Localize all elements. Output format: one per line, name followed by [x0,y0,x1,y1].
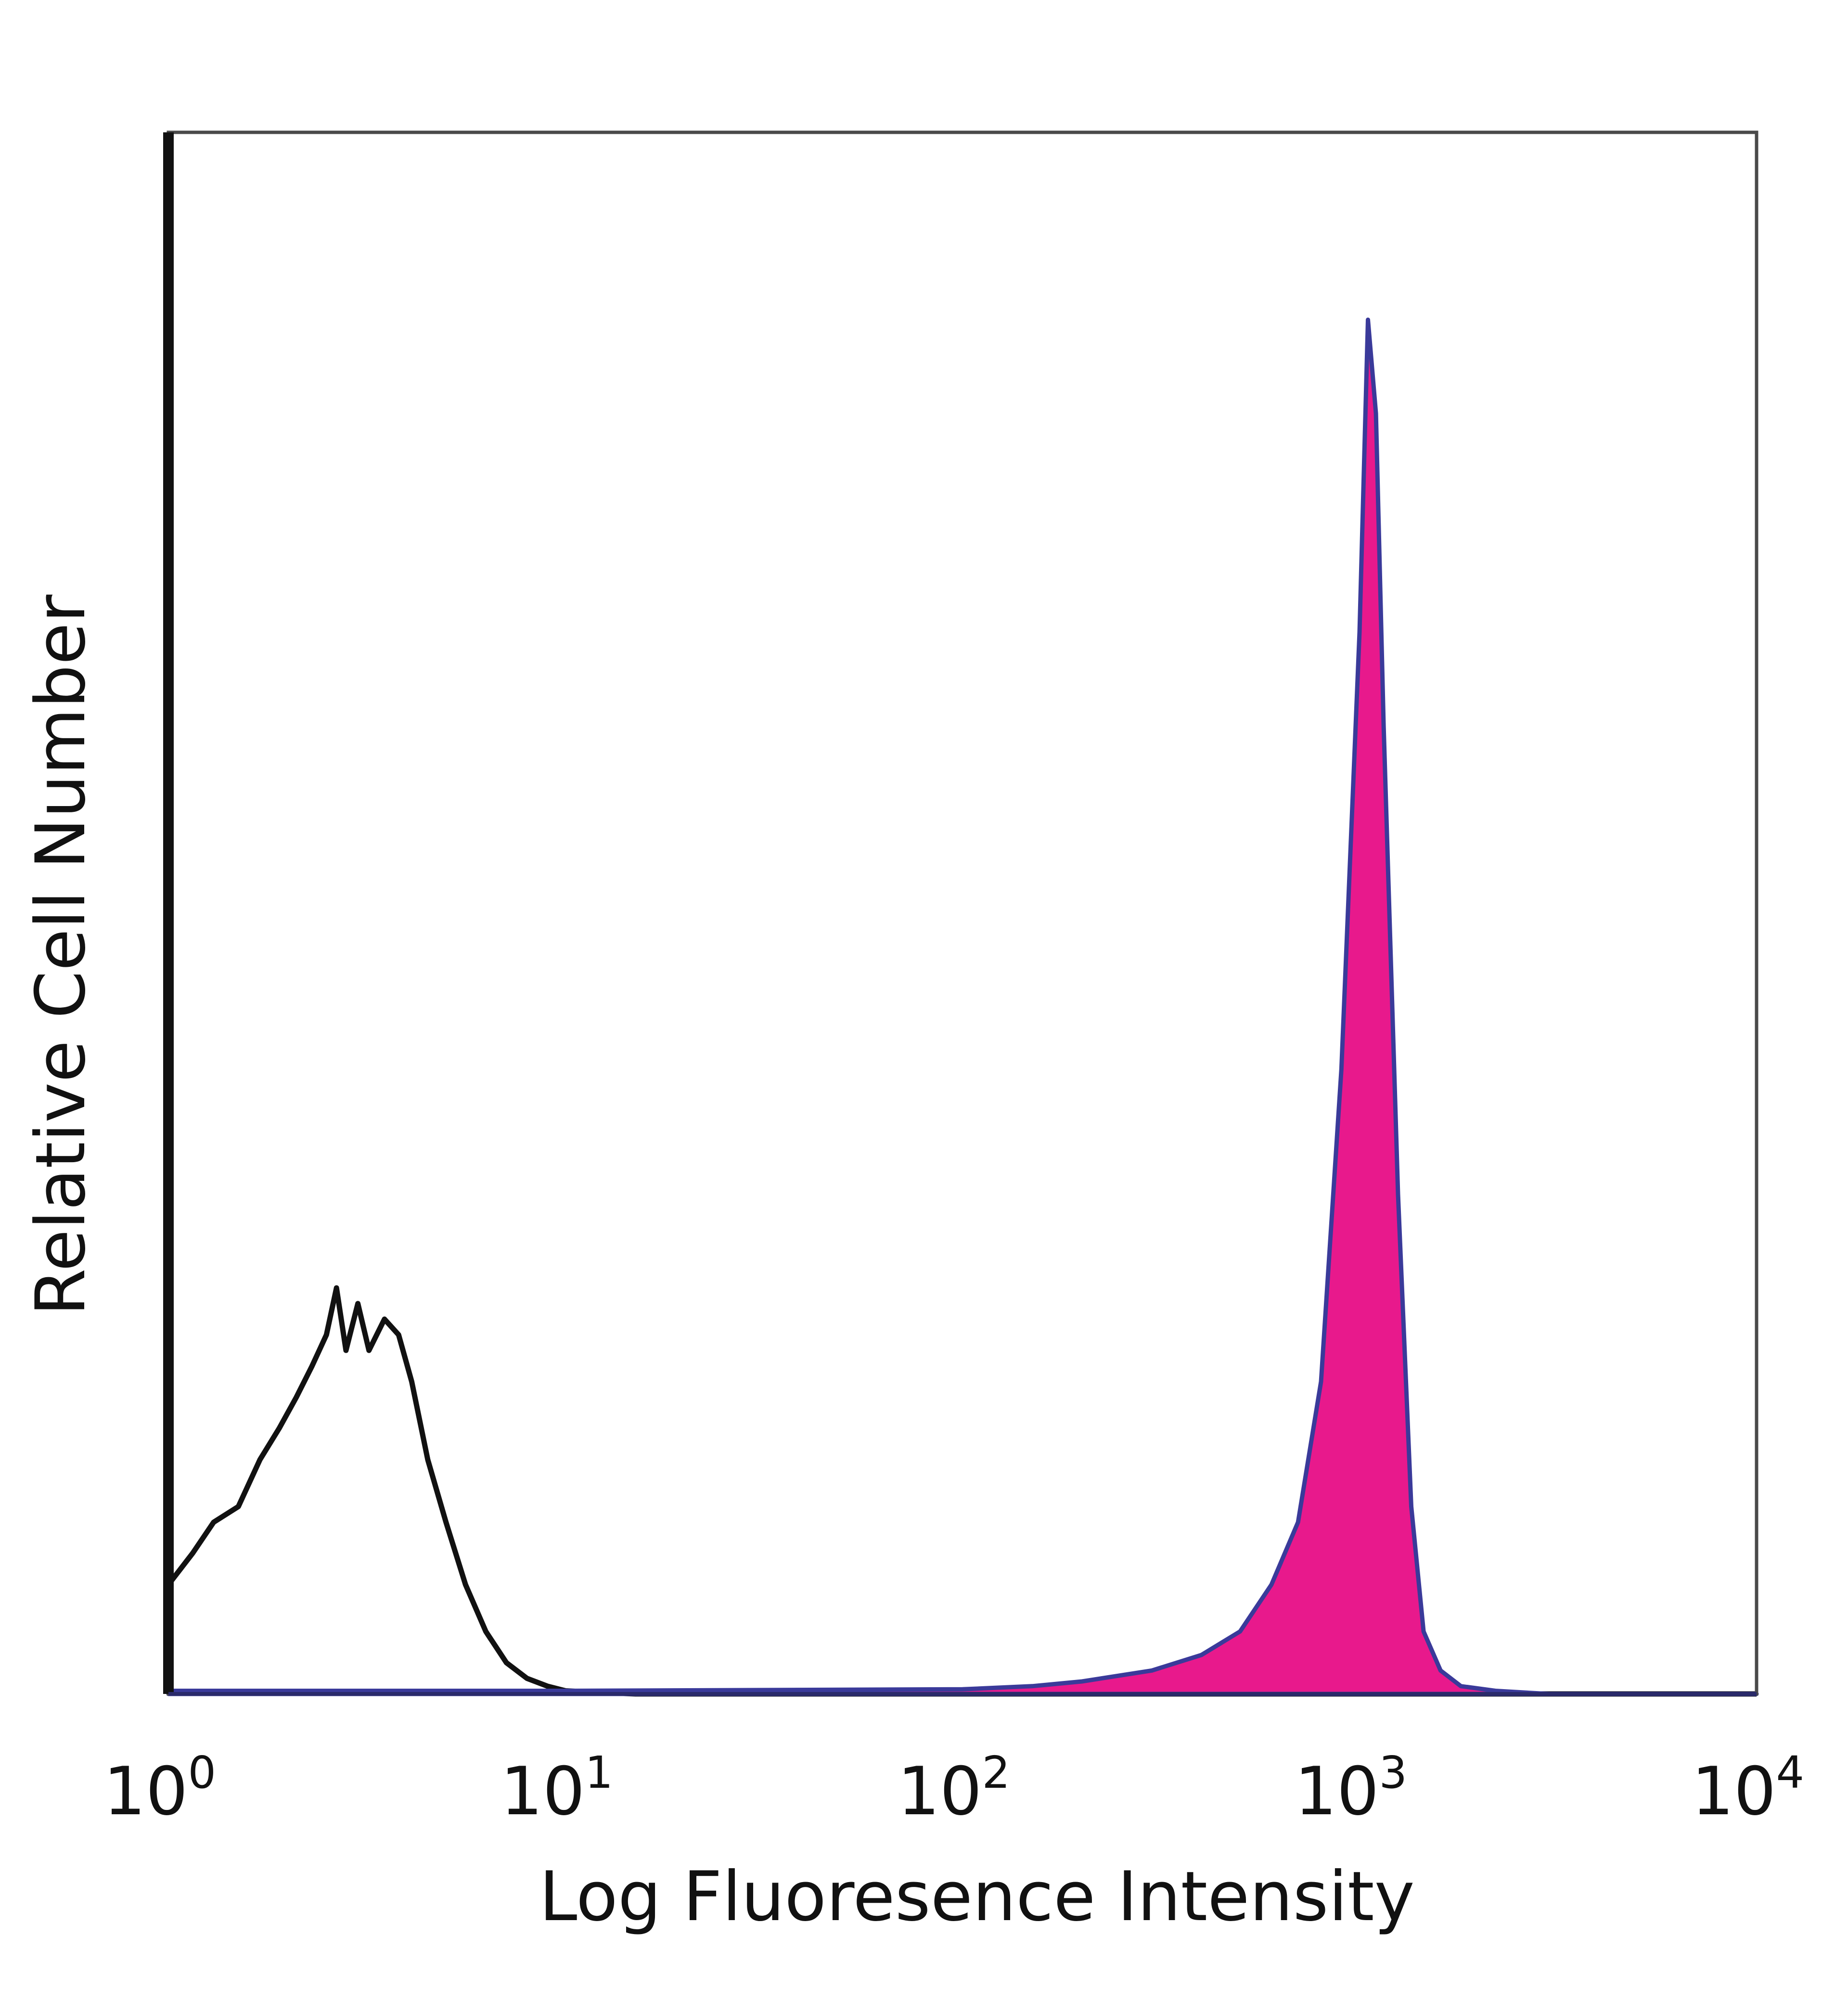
x-tick-label-0: 100 [103,1747,216,1830]
x-tick-label-2: 102 [898,1747,1010,1830]
x-tick-label-4: 104 [1692,1747,1804,1830]
x-tick-labels: 100 101 102 103 104 [103,1747,1804,1830]
y-axis-title: Relative Cell Number [21,594,101,1316]
x-tick-label-3: 103 [1295,1747,1407,1830]
x-axis-title: Log Fluoresence Intensity [539,1857,1414,1936]
series-2-filled-histogram [166,317,1759,1696]
x-tick-label-1: 101 [500,1747,613,1830]
